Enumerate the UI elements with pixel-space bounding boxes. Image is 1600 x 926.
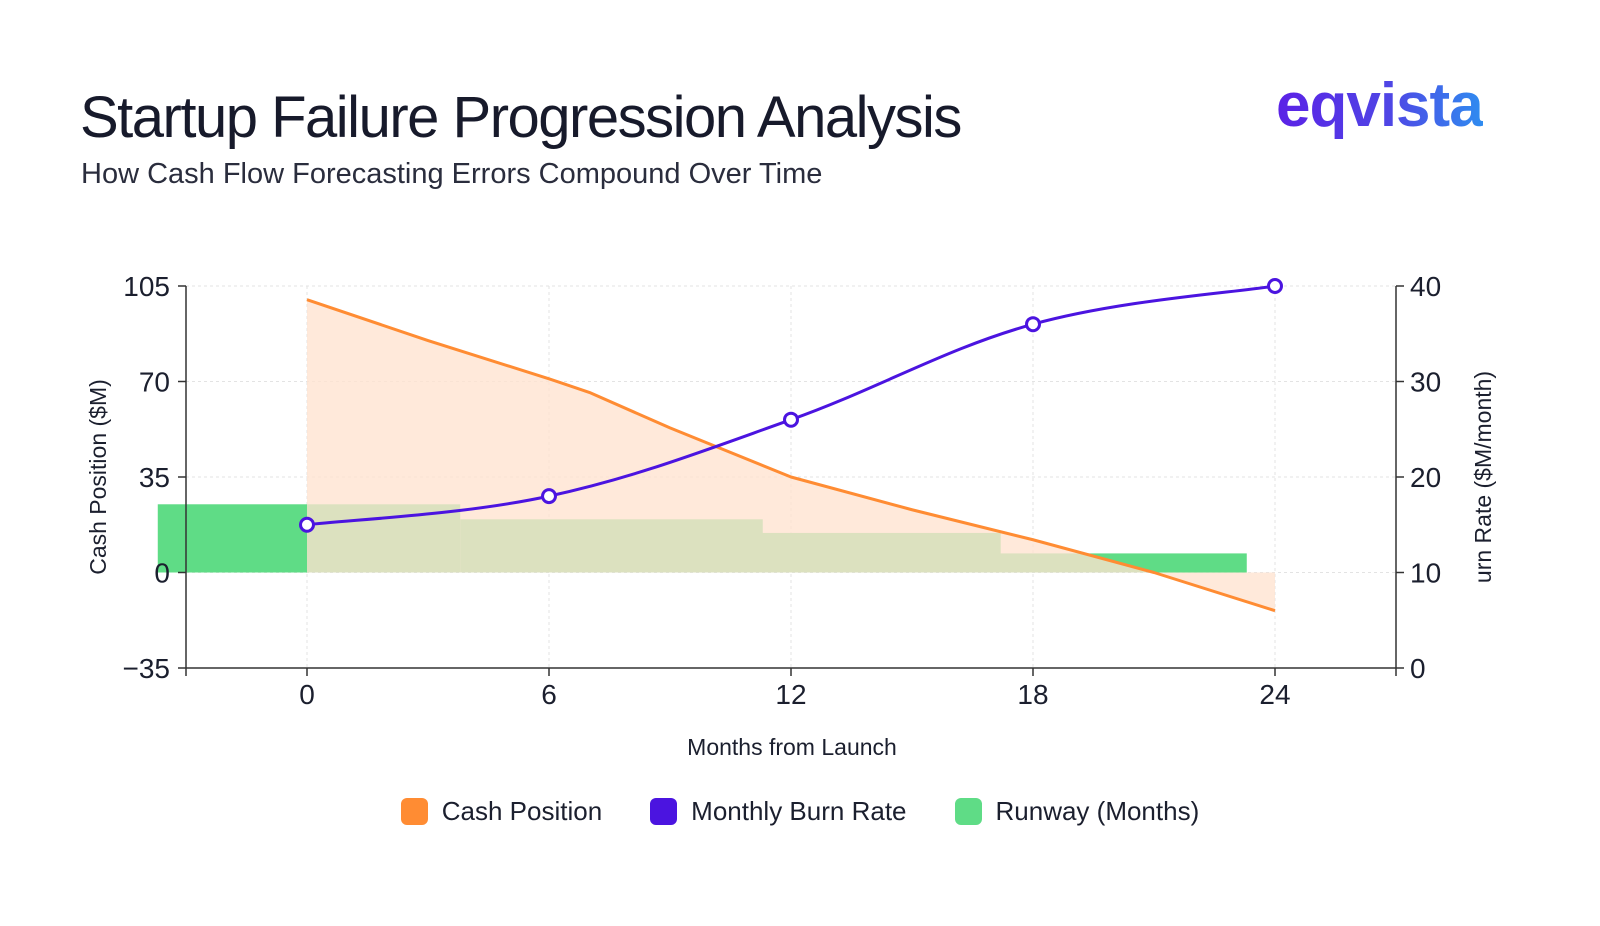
x-tick-label: 18 [1017, 679, 1048, 710]
legend-label-cash: Cash Position [441, 796, 603, 826]
cash-area-fill [307, 299, 1275, 611]
y-right-tick-label: 10 [1410, 558, 1441, 589]
y-left-tick-label: 70 [139, 367, 170, 398]
legend-item-runway: Runway (Months) [954, 796, 1200, 827]
cash-line [306, 298, 1276, 613]
burn-rate-point [783, 411, 799, 428]
legend-item-cash: Cash Position [400, 796, 603, 827]
x-axis-label: Months from Launch [687, 734, 897, 760]
page-title: Startup Failure Progression Analysis [80, 85, 962, 150]
page-subtitle: How Cash Flow Forecasting Errors Compoun… [81, 158, 823, 190]
y-right-tick-label: 20 [1410, 462, 1441, 493]
burn-rate-point [1025, 316, 1041, 333]
y-right-tick-label: 0 [1410, 653, 1426, 684]
burn-rate-point [541, 488, 557, 505]
legend: Cash Position Monthly Burn Rate Runway (… [0, 796, 1600, 827]
burn-line [299, 278, 1283, 533]
legend-swatch-cash [400, 798, 428, 825]
y-left-tick-label: 0 [154, 558, 170, 589]
y-left-tick-label: 35 [139, 462, 170, 493]
y-axis-right-label: urn Rate ($M/month) [1470, 371, 1496, 583]
y-right-tick-label: 40 [1410, 271, 1441, 302]
legend-label-burn: Monthly Burn Rate [691, 796, 907, 826]
x-tick-label: 24 [1259, 679, 1290, 710]
y-left-tick-label: 105 [123, 271, 170, 302]
cash-area [306, 298, 1276, 613]
legend-swatch-runway [954, 798, 982, 825]
y-left-tick-label: −35 [123, 653, 171, 684]
x-tick-label: 0 [299, 679, 315, 710]
legend-label-runway: Runway (Months) [995, 796, 1200, 826]
axes [178, 285, 1404, 676]
legend-swatch-burn [650, 798, 678, 825]
x-tick-label: 6 [541, 679, 557, 710]
y-axis-left-label: Cash Position ($M) [85, 379, 111, 575]
y-right-tick-label: 30 [1410, 367, 1441, 398]
x-tick-label: 12 [775, 679, 806, 710]
tick-labels: 105 70 35 0 −35 40 30 20 10 0 0 6 12 18 24 [123, 271, 1442, 710]
burn-rate-point [299, 516, 315, 533]
legend-item-burn: Monthly Burn Rate [650, 796, 907, 827]
eqvista-logo: eqvista [1276, 71, 1484, 140]
burn-rate-point [1267, 278, 1283, 294]
